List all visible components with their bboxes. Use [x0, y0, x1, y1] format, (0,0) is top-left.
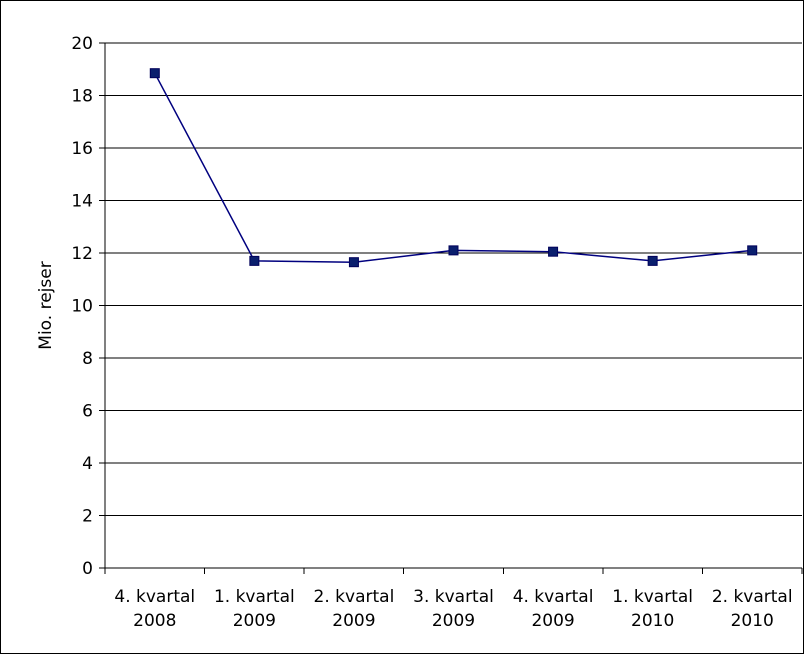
- y-tick-label: 2: [82, 507, 93, 527]
- x-tick-label: 3. kvartal 2009: [413, 587, 494, 631]
- data-point-marker: [747, 245, 758, 256]
- series-group: [149, 68, 758, 268]
- y-tick-label: 0: [82, 559, 93, 579]
- x-tick-label: 2. kvartal 2010: [712, 587, 793, 631]
- y-tick-label: 16: [71, 139, 93, 159]
- y-tick-label: 8: [82, 349, 93, 369]
- x-tick-label-line: 1. kvartal: [214, 587, 295, 607]
- data-point-marker: [149, 68, 160, 79]
- y-tick-label: 6: [82, 402, 93, 422]
- gridlines: [105, 42, 802, 516]
- x-tick-label: 2. kvartal 2009: [314, 587, 395, 631]
- x-tick-label-line: 3. kvartal: [413, 587, 494, 607]
- y-tick-label: 10: [71, 297, 93, 317]
- data-point-marker: [647, 255, 658, 266]
- x-tick-label-line: 2. kvartal: [314, 587, 395, 607]
- data-point-marker: [448, 245, 459, 256]
- data-point-marker: [249, 255, 260, 266]
- y-tick-label: 12: [71, 244, 93, 264]
- x-tick-label-line: 2. kvartal: [712, 587, 793, 607]
- x-tick-label-line: 2009: [531, 611, 574, 631]
- y-tick-label: 20: [71, 34, 93, 54]
- y-axis-title: Mio. rejser: [36, 261, 56, 349]
- x-tick-label: 1. kvartal 2009: [214, 587, 295, 631]
- x-tick-label-line: 2009: [432, 611, 475, 631]
- data-point-marker: [348, 257, 359, 268]
- y-tick-label: 14: [71, 192, 93, 212]
- y-tick-label: 18: [71, 87, 93, 107]
- y-axis-ticks: 0 2 4 6 8 10 12 14 16 18 20: [71, 34, 105, 579]
- x-tick-label-line: 2010: [731, 611, 774, 631]
- x-tick-label: 4. kvartal 2008: [114, 587, 195, 631]
- x-tick-label-line: 2009: [332, 611, 375, 631]
- x-axis-ticks: 4. kvartal 2008 1. kvartal 2009 2. kvartal 20…: [104, 568, 803, 631]
- x-tick-label: 4. kvartal 2009: [513, 587, 594, 631]
- x-tick-label-line: 2010: [631, 611, 674, 631]
- x-tick-label-line: 1. kvartal: [612, 587, 693, 607]
- series-line: [154, 72, 753, 263]
- x-tick-label: 1. kvartal 2010: [612, 587, 693, 631]
- x-tick-label-line: 4. kvartal: [513, 587, 594, 607]
- x-tick-label-line: 2009: [233, 611, 276, 631]
- x-tick-label-line: 4. kvartal: [114, 587, 195, 607]
- x-tick-label-line: 2008: [133, 611, 176, 631]
- data-point-marker: [548, 246, 559, 257]
- y-tick-label: 4: [82, 454, 93, 474]
